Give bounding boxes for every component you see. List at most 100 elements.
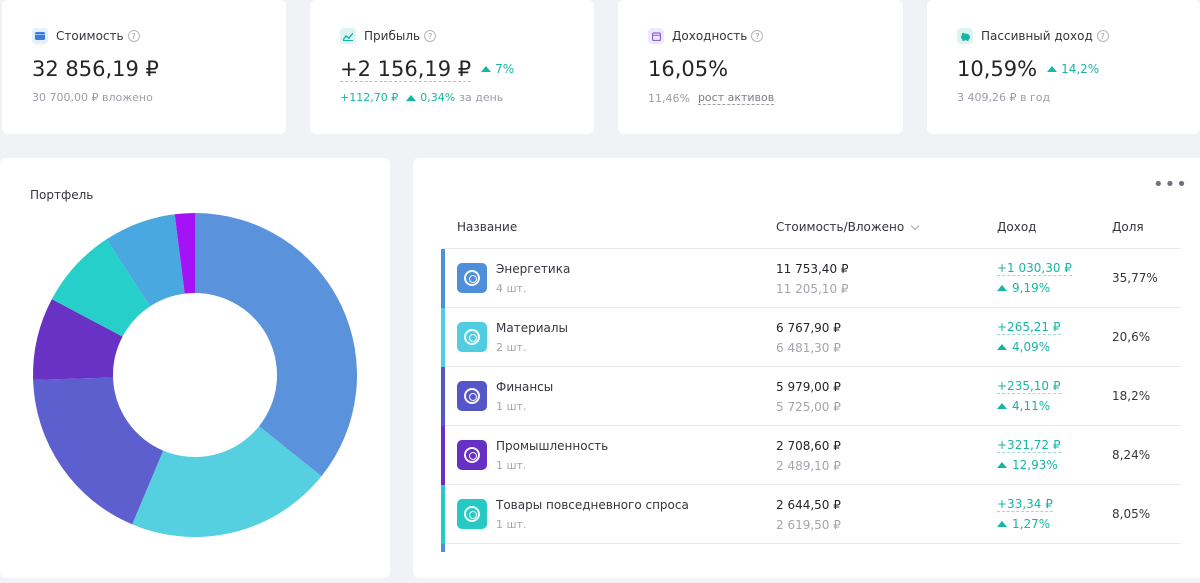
summary-change: 14,2% bbox=[1047, 62, 1099, 76]
row-color-bar bbox=[441, 426, 445, 485]
summary-card-passive-income: Пассивный доход ? 10,59% 14,2% 3 409,26 … bbox=[927, 0, 1200, 134]
row-share: 18,2% bbox=[1112, 389, 1151, 403]
row-qty: 4 шт. bbox=[496, 282, 527, 295]
column-header-name[interactable]: Название bbox=[457, 220, 518, 234]
help-icon[interactable]: ? bbox=[751, 30, 764, 42]
holdings-table-card: ••• Название Стоимость/Вложено Доход Дол… bbox=[413, 158, 1200, 578]
row-income-pct: 4,09% bbox=[997, 340, 1050, 354]
table-row[interactable]: Энергетика 4 шт. 11 753,40 ₽ 11 205,10 ₽… bbox=[441, 249, 1181, 308]
income-pct-value: 1,27% bbox=[1012, 517, 1051, 531]
row-invested: 11 205,10 ₽ bbox=[776, 282, 849, 296]
sector-logo-icon bbox=[457, 499, 487, 529]
row-share: 35,77% bbox=[1112, 271, 1158, 285]
row-invested: 2 489,10 ₽ bbox=[776, 459, 841, 473]
row-income[interactable]: +265,21 ₽ bbox=[997, 320, 1061, 335]
income-pct-value: 9,19% bbox=[1012, 281, 1051, 295]
portfolio-card: Портфель bbox=[0, 158, 390, 578]
column-header-value[interactable]: Стоимость/Вложено bbox=[776, 220, 920, 234]
row-color-bar bbox=[441, 485, 445, 544]
help-icon[interactable]: ? bbox=[424, 30, 437, 42]
row-name[interactable]: Финансы bbox=[496, 380, 554, 394]
row-qty: 1 шт. bbox=[496, 400, 527, 413]
summary-change: 7% bbox=[481, 62, 514, 76]
change-value: 0,34% bbox=[420, 91, 456, 104]
row-value: 11 753,40 ₽ bbox=[776, 262, 849, 276]
row-color-bar bbox=[441, 308, 445, 367]
table-row[interactable]: Материалы 2 шт. 6 767,90 ₽ 6 481,30 ₽ +2… bbox=[441, 308, 1181, 367]
income-pct-value: 4,09% bbox=[1012, 340, 1051, 354]
row-income[interactable]: +321,72 ₽ bbox=[997, 438, 1061, 453]
donut-slice-3[interactable] bbox=[33, 377, 164, 525]
row-color-bar bbox=[441, 249, 445, 308]
donut-slice-5[interactable] bbox=[51, 239, 151, 337]
summary-title: Доходность bbox=[672, 29, 748, 43]
day-change-value: +112,70 ₽ bbox=[340, 91, 399, 104]
summary-title: Прибыль bbox=[364, 29, 421, 43]
row-name[interactable]: Товары повседневного спроса bbox=[496, 498, 689, 512]
table-row[interactable]: Финансы 1 шт. 5 979,00 ₽ 5 725,00 ₽ +235… bbox=[441, 367, 1181, 426]
row-qty: 1 шт. bbox=[496, 459, 527, 472]
change-value: 14,2% bbox=[1061, 62, 1100, 76]
arrow-up-icon bbox=[406, 94, 417, 101]
donut-slice-7[interactable] bbox=[174, 213, 195, 294]
donut-slice-6[interactable] bbox=[106, 214, 185, 307]
summary-card-yield: Доходность ? 16,05% 11,46% рост активов bbox=[618, 0, 903, 134]
row-value: 2 708,60 ₽ bbox=[776, 439, 841, 453]
help-icon[interactable]: ? bbox=[127, 30, 140, 42]
income-pct-value: 12,93% bbox=[1012, 458, 1058, 472]
row-name[interactable]: Энергетика bbox=[496, 262, 571, 276]
arrow-up-icon bbox=[1047, 66, 1058, 72]
row-share: 8,05% bbox=[1112, 507, 1151, 521]
row-invested: 6 481,30 ₽ bbox=[776, 341, 841, 355]
row-invested: 2 619,50 ₽ bbox=[776, 518, 841, 532]
row-share: 8,24% bbox=[1112, 448, 1151, 462]
sector-logo-icon bbox=[457, 381, 487, 411]
header-divider bbox=[443, 248, 1181, 249]
arrow-up-icon bbox=[481, 66, 492, 72]
change-value: 7% bbox=[495, 62, 515, 76]
summary-value: 32 856,19 ₽ bbox=[32, 56, 159, 81]
row-name[interactable]: Материалы bbox=[496, 321, 568, 335]
summary-value: 16,05% bbox=[648, 56, 729, 81]
sector-logo-icon bbox=[457, 263, 487, 293]
summary-value[interactable]: +2 156,19 ₽ bbox=[340, 56, 472, 82]
row-income[interactable]: +1 030,30 ₽ bbox=[997, 261, 1072, 276]
arrow-up-icon bbox=[997, 344, 1007, 350]
donut-slice-2[interactable] bbox=[132, 426, 322, 537]
row-value: 5 979,00 ₽ bbox=[776, 380, 841, 394]
donut-slice-1[interactable] bbox=[195, 213, 357, 477]
more-options-icon[interactable]: ••• bbox=[1153, 174, 1188, 195]
arrow-up-icon bbox=[997, 403, 1007, 409]
day-note: за день bbox=[459, 91, 504, 104]
summary-value: 10,59% bbox=[957, 56, 1038, 81]
day-change-pct: 0,34% bbox=[406, 91, 455, 104]
row-qty: 1 шт. bbox=[496, 518, 527, 531]
row-income-pct: 12,93% bbox=[997, 458, 1058, 472]
row-income[interactable]: +235,10 ₽ bbox=[997, 379, 1061, 394]
column-header-value-label: Стоимость/Вложено bbox=[776, 220, 905, 234]
help-icon[interactable]: ? bbox=[1096, 30, 1109, 42]
row-income-pct: 9,19% bbox=[997, 281, 1050, 295]
piggy-bank-icon bbox=[957, 28, 973, 44]
summary-card-profit: Прибыль ? +2 156,19 ₽ 7% +112,70 ₽ 0,34%… bbox=[310, 0, 594, 134]
table-row[interactable]: Промышленность 1 шт. 2 708,60 ₽ 2 489,10… bbox=[441, 426, 1181, 485]
column-header-share[interactable]: Доля bbox=[1112, 220, 1144, 234]
table-row[interactable]: Товары повседневного спроса 1 шт. 2 644,… bbox=[441, 485, 1181, 544]
arrow-up-icon bbox=[997, 521, 1007, 527]
asset-growth-value: 11,46% bbox=[648, 91, 690, 105]
donut-slice-4[interactable] bbox=[32, 299, 123, 380]
summary-title: Пассивный доход bbox=[981, 29, 1093, 43]
sort-chevron-icon bbox=[910, 221, 920, 231]
asset-growth-link[interactable]: рост активов bbox=[697, 91, 775, 105]
row-color-bar bbox=[441, 367, 445, 426]
row-name[interactable]: Промышленность bbox=[496, 439, 609, 453]
row-income[interactable]: +33,34 ₽ bbox=[997, 497, 1053, 512]
arrow-up-icon bbox=[997, 285, 1007, 291]
portfolio-title: Портфель bbox=[30, 188, 94, 202]
sector-logo-icon bbox=[457, 322, 487, 352]
row-invested: 5 725,00 ₽ bbox=[776, 400, 841, 414]
column-header-income[interactable]: Доход bbox=[997, 220, 1037, 234]
row-income-pct: 1,27% bbox=[997, 517, 1050, 531]
wallet-icon bbox=[32, 28, 48, 44]
sector-logo-icon bbox=[457, 440, 487, 470]
